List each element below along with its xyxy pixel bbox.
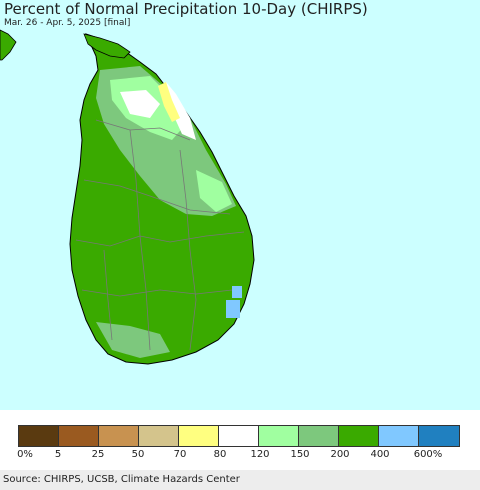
zone-400-east-2 [226,300,240,318]
legend-tick-label: 600% [413,449,443,460]
legend-swatch [299,426,339,446]
legend-swatch [139,426,179,446]
legend-tick-label: 70 [173,449,187,460]
legend-swatch [259,426,299,446]
zone-70-northeast [158,82,180,122]
legend-swatch [419,426,459,446]
page-title: Percent of Normal Precipitation 10-Day (… [4,0,368,18]
source-footer: Source: CHIRPS, UCSB, Climate Hazards Ce… [0,470,480,490]
zone-80-north [120,90,160,118]
legend-tick-label: 80 [213,449,227,460]
date-range-subtitle: Mar. 26 - Apr. 5, 2025 [final] [4,18,131,28]
legend-swatch [19,426,59,446]
legend-tick-label: 25 [91,449,105,460]
zone-80-northeast [166,82,196,140]
legend-color-bar [18,425,460,447]
legend-tick-label: 200 [330,449,350,460]
legend-swatch [99,426,139,446]
precipitation-map [0,0,480,410]
legend-swatch [379,426,419,446]
district-boundaries [75,119,245,351]
legend-tick-label: 400 [370,449,390,460]
zone-120-east [196,170,232,212]
zone-400-east-1 [232,286,242,298]
legend-tick-label: 120 [250,449,270,460]
legend-tick-label: 150 [290,449,310,460]
india-landmass [0,29,17,61]
jaffna-peninsula [83,33,131,59]
legend-tick-label: 50 [131,449,145,460]
ocean [0,0,480,410]
zone-120-southwest [96,322,170,358]
legend-tick-label: 0% [17,449,33,460]
legend-swatch [59,426,99,446]
legend-swatch [339,426,379,446]
legend-swatch [179,426,219,446]
legend-tick-label: 5 [54,449,62,460]
legend-swatch [219,426,259,446]
